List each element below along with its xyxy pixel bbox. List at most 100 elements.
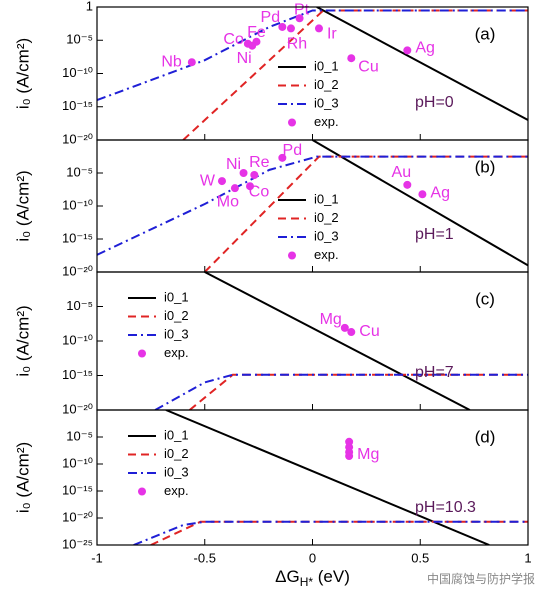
point-label: Rh bbox=[287, 36, 307, 53]
y-tick-label: 10⁻²⁰ bbox=[62, 263, 93, 278]
legend-label: i0_2 bbox=[164, 446, 189, 461]
x-tick-label: 0 bbox=[309, 550, 316, 565]
point-label: Ir bbox=[327, 26, 337, 43]
y-tick-label: 10⁻¹⁰ bbox=[62, 65, 93, 80]
series-line bbox=[154, 373, 528, 410]
exp-point bbox=[347, 328, 356, 337]
exp-point bbox=[345, 452, 354, 461]
point-label: Pd bbox=[283, 142, 303, 159]
y-tick-label: 10⁻¹⁰ bbox=[62, 197, 93, 212]
ph-label: pH=1 bbox=[415, 226, 454, 243]
series-line bbox=[133, 520, 528, 545]
point-label: Cu bbox=[359, 323, 379, 340]
x-tick-label: -1 bbox=[91, 550, 103, 565]
x-label-unit: (eV) bbox=[313, 567, 350, 586]
point-label: Mg bbox=[357, 446, 379, 463]
ph-label: pH=0 bbox=[415, 94, 454, 111]
y-axis-label: i₀ (A/cm²) bbox=[13, 170, 32, 241]
y-tick-label: 10⁻¹⁵ bbox=[62, 230, 93, 245]
series-line bbox=[165, 410, 490, 545]
legend-label: i0_2 bbox=[314, 77, 339, 92]
y-tick-label: 10⁻²⁰ bbox=[62, 401, 93, 416]
legend-label: i0_2 bbox=[164, 308, 189, 323]
panel-label: (b) bbox=[475, 157, 496, 176]
plot bbox=[97, 140, 528, 272]
series-line bbox=[97, 9, 528, 102]
point-label: Au bbox=[392, 164, 412, 181]
legend-label: i0_3 bbox=[164, 326, 189, 341]
exp-point bbox=[347, 54, 356, 63]
point-label: Co bbox=[223, 31, 244, 48]
point-label: Re bbox=[249, 154, 270, 171]
frame bbox=[96, 271, 529, 411]
point-label: Nb bbox=[161, 53, 182, 70]
y-tick-label: 10⁻¹⁰ bbox=[62, 455, 93, 470]
y-tick-label: 10⁻¹⁵ bbox=[62, 482, 93, 497]
point-label: Ag bbox=[415, 40, 435, 57]
legend-label: i0_1 bbox=[164, 289, 189, 304]
x-tick-label: -0.5 bbox=[194, 550, 216, 565]
exp-point bbox=[246, 182, 255, 191]
y-tick-label: 10⁻⁵ bbox=[66, 164, 93, 179]
exp-point bbox=[217, 177, 226, 186]
y-tick-label: 1 bbox=[86, 0, 93, 13]
exp-point bbox=[295, 14, 304, 23]
panel: 10⁻⁵ 10⁻¹⁰ 10⁻¹⁵ 10⁻²⁰ Mg Cu i0_1 i0_2 i0_3 exp. (… bbox=[13, 271, 529, 416]
watermark: 中国腐蚀与防护学报 bbox=[427, 571, 535, 586]
y-tick-label: 10⁻⁵ bbox=[66, 32, 93, 47]
legend-label: exp. bbox=[314, 114, 339, 129]
point-label: Cu bbox=[358, 58, 378, 75]
point-label: Pd bbox=[261, 9, 281, 26]
exp-point bbox=[278, 153, 287, 162]
y-axis-label: i₀ (A/cm²) bbox=[13, 442, 32, 513]
plot bbox=[154, 272, 528, 410]
exp-point bbox=[187, 58, 196, 67]
panel: 10⁻⁵ 10⁻¹⁰ 10⁻¹⁵ 10⁻²⁰ 10⁻²⁵-1 -0.5 0 0.5 1 Mg i0_… bbox=[13, 409, 532, 589]
legend-label: i0_1 bbox=[314, 58, 339, 73]
exp-point bbox=[239, 169, 248, 177]
y-axis-label: i₀ (A/cm²) bbox=[13, 38, 32, 109]
exp-point bbox=[403, 180, 412, 189]
y-tick-label: 10⁻¹⁰ bbox=[62, 332, 93, 347]
point-label: Ni bbox=[237, 50, 252, 67]
plot bbox=[133, 410, 528, 545]
legend-label: i0_3 bbox=[164, 464, 189, 479]
x-axis-label: ΔGH* (eV) bbox=[275, 567, 350, 589]
point-label: Co bbox=[249, 183, 270, 200]
plot bbox=[97, 7, 528, 140]
legend-swatch bbox=[138, 487, 146, 496]
x-tick-label: 0.5 bbox=[411, 550, 429, 565]
legend-label: i0_3 bbox=[314, 95, 339, 110]
legend-label: i0_3 bbox=[314, 228, 339, 243]
legend-label: exp. bbox=[314, 247, 339, 262]
point-label: Ag bbox=[430, 184, 450, 201]
series-line bbox=[97, 155, 528, 256]
legend-label: exp. bbox=[164, 345, 189, 360]
series-line bbox=[204, 272, 471, 410]
point-label: Fe bbox=[247, 24, 266, 41]
x-label-main: ΔG bbox=[275, 567, 300, 586]
legend-swatch bbox=[138, 349, 146, 358]
y-tick-label: 10⁻²⁰ bbox=[62, 131, 93, 146]
exp-point bbox=[278, 22, 287, 31]
point-label: Mo bbox=[217, 193, 239, 210]
point-label: W bbox=[200, 172, 216, 189]
legend-swatch bbox=[288, 251, 296, 260]
panel: 1 10⁻⁵ 10⁻¹⁰ 10⁻¹⁵ 10⁻²⁰ Nb Co Fe Ni Pd Pt Rh Ir Cu Ag… bbox=[13, 0, 529, 146]
exp-point bbox=[314, 24, 323, 33]
frame bbox=[96, 409, 529, 546]
x-label-sub: H* bbox=[300, 575, 314, 589]
point-label: Pt bbox=[294, 2, 310, 19]
panel-label: (a) bbox=[475, 24, 496, 43]
exp-point bbox=[230, 184, 239, 193]
series-line bbox=[150, 520, 528, 545]
legend-label: exp. bbox=[164, 483, 189, 498]
exp-point bbox=[403, 46, 412, 55]
series-line bbox=[311, 140, 528, 267]
exp-point bbox=[250, 170, 259, 179]
exp-point bbox=[248, 41, 257, 50]
series-line bbox=[316, 7, 528, 121]
series-line bbox=[189, 373, 528, 410]
panel: 10⁻⁵ 10⁻¹⁰ 10⁻¹⁵ 10⁻²⁰ W Ni Re Mo Co Pd Au Ag i0_1 i0… bbox=[13, 139, 529, 278]
